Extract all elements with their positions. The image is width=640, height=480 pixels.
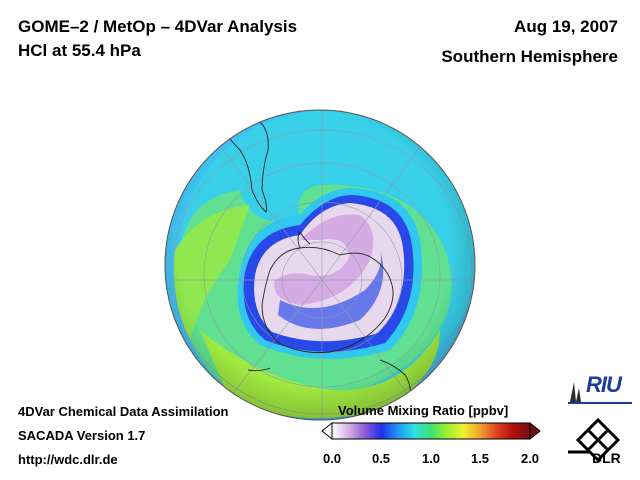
riu-logo-text: RIU [586,372,622,397]
map-subtitle: HCl at 55.4 hPa [18,41,141,60]
footer-url: http://wdc.dlr.de [18,452,118,467]
date-label: Aug 19, 2007 [514,17,618,36]
colorbar-tick: 0.5 [371,451,391,466]
colorbar-tick: 1.5 [470,451,490,466]
colorbar-title: Volume Mixing Ratio [ppbv] [338,403,509,418]
colorbar-scale [331,422,531,440]
footer-line-1: 4DVar Chemical Data Assimilation [18,404,229,419]
colorbar-tick: 1.0 [421,451,441,466]
colorbar-tick: 2.0 [520,451,540,466]
footer-line-2: SACADA Version 1.7 [18,428,146,443]
colorbar-min-arrow [321,421,333,441]
colorbar-max-arrow [529,421,541,441]
dlr-logo-text: DLR [592,450,621,466]
region-label: Southern Hemisphere [441,47,618,66]
map-title: GOME–2 / MetOp – 4DVar Analysis [18,17,298,36]
colorbar-tick: 0.0 [322,451,342,466]
riu-logo-icon [568,382,632,404]
dlr-logo-icon [568,417,621,463]
